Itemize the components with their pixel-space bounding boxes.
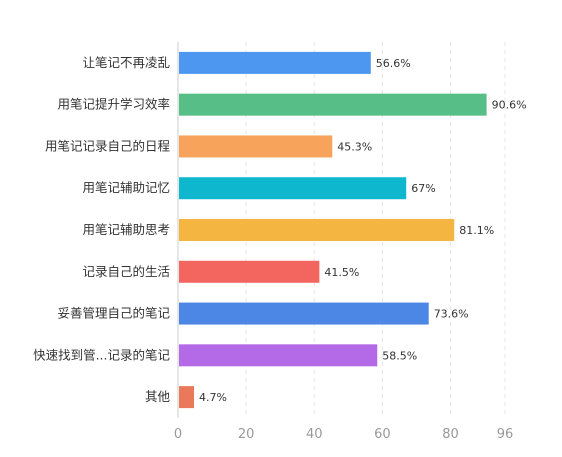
value-label: 56.6%	[376, 57, 411, 70]
value-label: 81.1%	[459, 224, 494, 237]
bar	[179, 93, 487, 116]
value-label: 73.6%	[434, 308, 469, 321]
x-tick-label: 60	[374, 427, 391, 442]
category-label: 快速找到管...记录的笔记	[33, 347, 170, 362]
x-tick-label: 40	[306, 427, 323, 442]
bar	[179, 302, 429, 325]
value-label: 67%	[411, 182, 435, 195]
category-label: 记录自己的生活	[82, 264, 170, 279]
category-label: 用笔记辅助记忆	[82, 180, 170, 195]
category-label: 其他	[145, 389, 171, 404]
value-label: 45.3%	[337, 140, 372, 153]
bar	[179, 386, 195, 409]
value-label: 90.6%	[492, 99, 527, 112]
value-label: 4.7%	[199, 391, 227, 404]
category-labels: 让笔记不再凌乱用笔记提升学习效率用笔记记录自己的日程用笔记辅助记忆用笔记辅助思考…	[33, 55, 170, 404]
x-tick-label: 20	[238, 427, 255, 442]
x-tick-label: 0	[174, 427, 182, 442]
bars	[179, 51, 487, 409]
value-label: 41.5%	[324, 266, 359, 279]
x-tick-label: 96	[497, 427, 514, 442]
value-label: 58.5%	[382, 349, 417, 362]
category-label: 用笔记提升学习效率	[57, 97, 170, 112]
x-axis-ticks: 0 20 40 60 80 96	[174, 427, 513, 442]
category-label: 让笔记不再凌乱	[82, 55, 170, 70]
bar	[179, 135, 333, 158]
bar	[179, 344, 378, 367]
x-tick-label: 80	[442, 427, 459, 442]
bar	[179, 177, 407, 200]
bar	[179, 219, 455, 241]
category-label: 妥善管理自己的笔记	[57, 306, 170, 321]
value-labels: 56.6% 90.6% 45.3% 67% 81.1% 41.5% 73.6% 58.5% 4.…	[199, 57, 527, 404]
bar	[179, 51, 371, 74]
category-label: 用笔记记录自己的日程	[45, 138, 171, 153]
category-label: 用笔记辅助思考	[82, 222, 170, 237]
bar	[179, 260, 320, 283]
